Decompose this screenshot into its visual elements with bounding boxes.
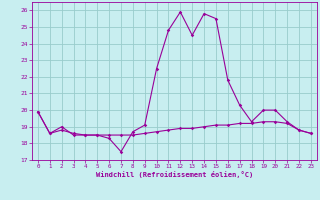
- X-axis label: Windchill (Refroidissement éolien,°C): Windchill (Refroidissement éolien,°C): [96, 171, 253, 178]
